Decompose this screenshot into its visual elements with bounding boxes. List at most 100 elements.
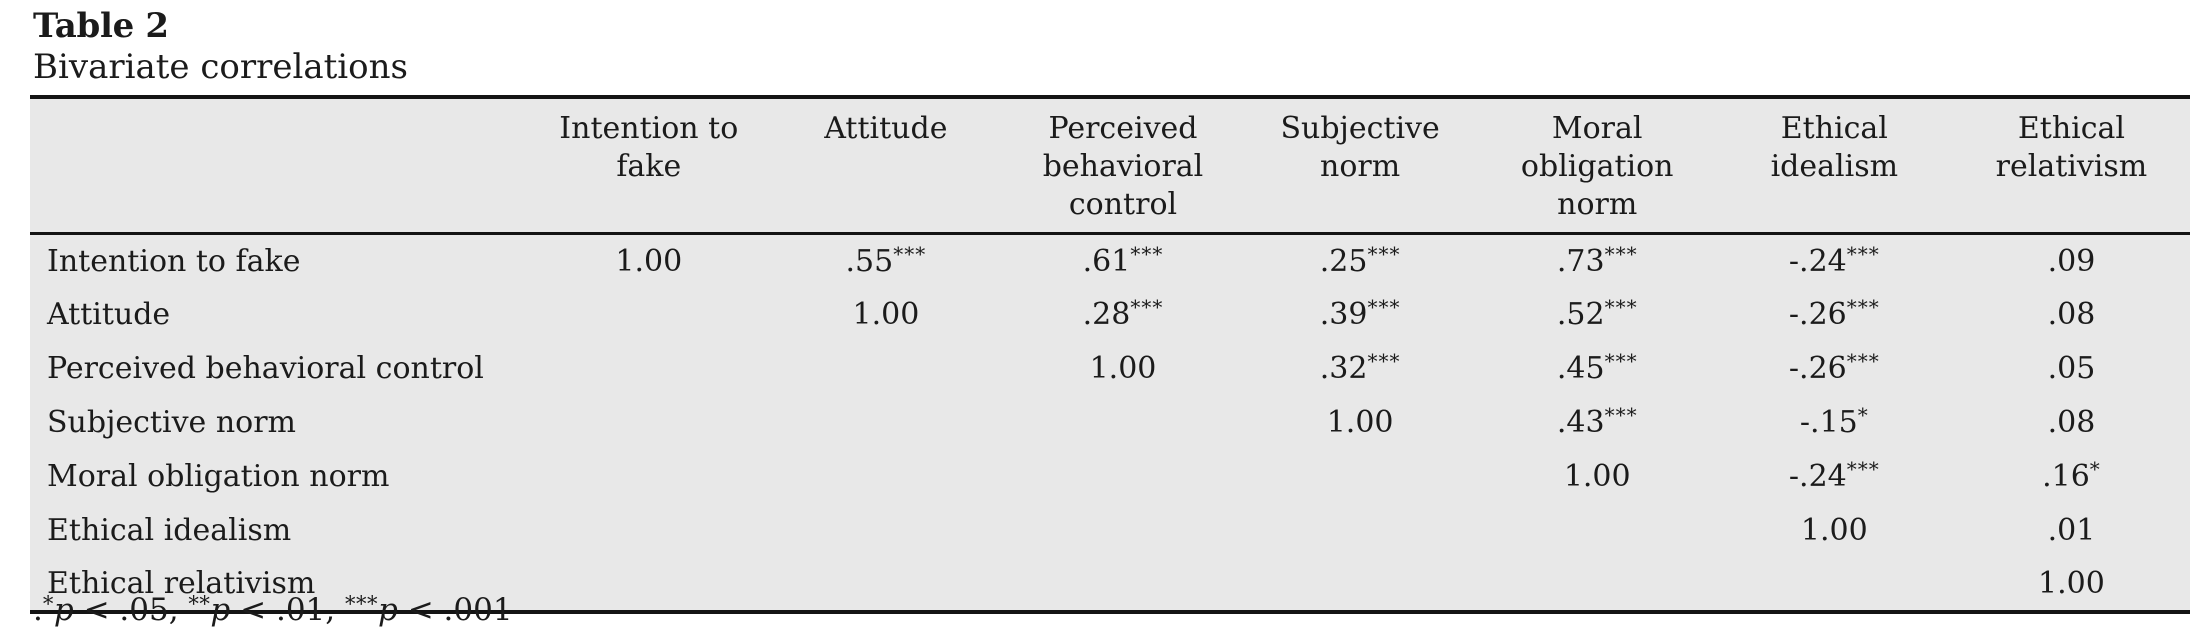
significance-stars: *** [1604, 403, 1638, 427]
correlation-cell: 1.00 [852, 297, 920, 332]
table-number-title: Table 2 [33, 6, 169, 46]
correlation-cell [1004, 558, 1241, 612]
row-label: Subjective norm [47, 405, 296, 440]
correlation-cell: 1.00 [1800, 513, 1868, 548]
correlation-cell: 1.00 [1326, 405, 1394, 440]
correlation-cell [1242, 504, 1479, 558]
correlation-cell [1004, 504, 1241, 558]
correlation-cell [767, 396, 1004, 450]
correlation-cell: -.15* [1799, 403, 1869, 440]
correlation-cell [1004, 450, 1241, 504]
significance-footnote: .*p < .05, **p < .01, ***p < .001 [33, 592, 513, 628]
column-header: Subjective norm [1241, 97, 1479, 235]
correlation-cell: .55*** [845, 241, 927, 279]
significance-stars: *** [1846, 457, 1880, 481]
correlation-cell: .43*** [1556, 403, 1638, 440]
table-body: Intention to fake 1.00 .55*** .61*** .25***.… [30, 234, 2190, 612]
column-header: Perceived behavioral control [1004, 97, 1242, 235]
correlation-cell [1716, 558, 1953, 612]
significance-stars: *** [893, 241, 927, 266]
significance-stars: * [2089, 457, 2101, 481]
correlation-cell [530, 342, 767, 396]
correlation-cell: 1.00 [1089, 351, 1157, 386]
correlation-cell [1242, 450, 1479, 504]
significance-stars: *** [1130, 295, 1164, 319]
row-label: Perceived behavioral control [47, 351, 484, 386]
column-header: Moral obligation norm [1478, 97, 1716, 235]
row-label: Ethical relativism [47, 566, 316, 601]
significance-stars: *** [1367, 295, 1401, 319]
correlation-cell [530, 288, 767, 342]
column-header: Ethical idealism [1715, 97, 1953, 235]
correlation-cell [767, 504, 1004, 558]
significance-stars: *** [1604, 241, 1638, 266]
correlation-cell: .01 [2047, 513, 2096, 548]
row-label: Intention to fake [47, 243, 301, 279]
header-row: Intention to fake Attitude Perceived behav… [30, 97, 2190, 235]
row-label: Moral obligation norm [47, 459, 390, 494]
stub-header [30, 97, 531, 235]
correlation-cell [767, 450, 1004, 504]
significance-stars: ** [188, 592, 211, 616]
correlation-cell: .32*** [1319, 349, 1401, 386]
correlation-cell: .73*** [1556, 241, 1638, 279]
correlation-cell: .25*** [1319, 241, 1401, 279]
significance-stars: *** [1367, 349, 1401, 373]
correlation-cell: -.26*** [1788, 295, 1880, 332]
correlation-cell [1004, 396, 1241, 450]
significance-stars: *** [344, 592, 378, 616]
correlation-cell [1242, 558, 1479, 612]
correlation-table: Intention to fake Attitude Perceived behav… [30, 95, 2190, 614]
correlation-cell: .28*** [1082, 295, 1164, 332]
correlation-cell: 1.00 [615, 243, 683, 279]
p-symbol: p [377, 592, 398, 628]
table-row: Moral obligation norm 1.00 -.24*** .16* [30, 450, 2190, 504]
table-row: Attitude 1.00 .28*** .39*** .52*** -.26*** .08 [30, 288, 2190, 342]
significance-stars: *** [1846, 349, 1880, 373]
table-header: Intention to fake Attitude Perceived behav… [30, 97, 2190, 235]
correlation-cell: .05 [2047, 351, 2096, 386]
p-symbol: p [210, 592, 231, 628]
table-row: Ethical idealism 1.00 .01 [30, 504, 2190, 558]
column-header: Intention to fake [530, 97, 768, 235]
significance-stars: *** [1130, 241, 1164, 266]
correlation-cell [530, 450, 767, 504]
correlation-cell: -.24*** [1788, 457, 1880, 494]
p-symbol: p [53, 592, 74, 628]
column-header: Ethical relativism [1952, 97, 2190, 235]
row-label: Ethical idealism [47, 513, 292, 548]
correlation-cell [1479, 558, 1716, 612]
correlation-cell: .08 [2047, 405, 2096, 440]
correlation-cell: .09 [2047, 243, 2096, 279]
correlation-cell: -.24*** [1788, 241, 1880, 279]
row-label: Attitude [47, 297, 171, 332]
correlation-cell: .39*** [1319, 295, 1401, 332]
significance-stars: *** [1604, 295, 1638, 319]
table-row: Ethical relativism 1.00 [30, 558, 2190, 612]
significance-stars: *** [1367, 241, 1401, 266]
significance-stars: * [1857, 403, 1869, 427]
correlation-cell: .61*** [1082, 241, 1164, 279]
correlation-cell [530, 558, 767, 612]
table-row: Subjective norm 1.00 .43*** -.15* .08 [30, 396, 2190, 450]
table-row: Intention to fake 1.00 .55*** .61*** .25***.… [30, 234, 2190, 288]
significance-stars: *** [1604, 349, 1638, 373]
correlation-cell: .16* [2042, 457, 2101, 494]
correlation-cell: 1.00 [2038, 566, 2105, 601]
correlation-cell: 1.00 [1563, 459, 1631, 494]
table-row: Perceived behavioral control 1.00 .32*** .4… [30, 342, 2190, 396]
table-caption: Bivariate correlations [33, 47, 408, 87]
significance-stars: *** [1846, 241, 1880, 266]
correlation-cell [530, 504, 767, 558]
correlation-cell: -.26*** [1788, 349, 1880, 386]
significance-stars: *** [1846, 295, 1880, 319]
significance-stars: * [42, 592, 54, 616]
correlation-cell [1479, 504, 1716, 558]
correlation-cell [767, 558, 1004, 612]
correlation-cell: .45*** [1556, 349, 1638, 386]
correlation-cell: .52*** [1556, 295, 1638, 332]
correlation-cell: .08 [2047, 297, 2096, 332]
correlation-cell [767, 342, 1004, 396]
column-header: Attitude [767, 97, 1005, 235]
